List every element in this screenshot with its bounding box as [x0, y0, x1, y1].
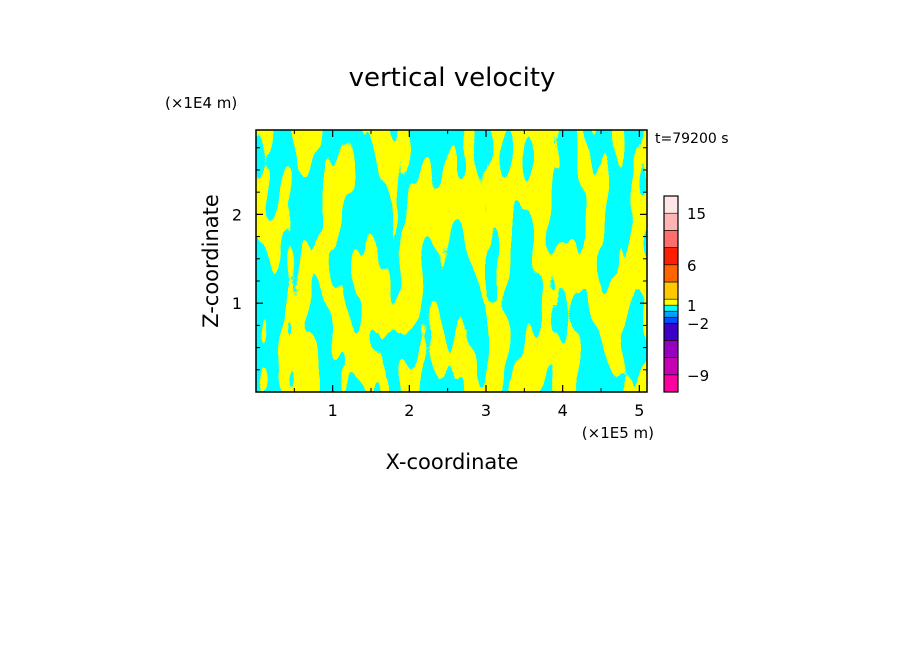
colorbar-swatch — [663, 195, 679, 214]
y-axis-label: Z-coordinate — [199, 194, 223, 328]
time-label: t=79200 s — [655, 131, 729, 147]
colorbar-tick-label: 15 — [687, 205, 706, 223]
colorbar-swatch — [663, 340, 679, 358]
colorbar-swatch — [663, 298, 679, 306]
positive-field — [256, 130, 647, 392]
colorbar-tick-label: −9 — [687, 367, 709, 385]
x-unit-label: (×1E5 m) — [582, 424, 654, 442]
x-tick-label: 3 — [481, 401, 491, 420]
x-tick-label: 4 — [558, 401, 568, 420]
x-axis: 1 2 3 4 5 — [293, 130, 644, 420]
y-unit-label: (×1E4 m) — [165, 94, 237, 112]
colorbar-swatch — [663, 310, 679, 318]
colorbar: 15 6 1−2 −9 — [663, 195, 709, 393]
colorbar-frame — [663, 195, 679, 393]
x-tick-label: 5 — [634, 401, 644, 420]
plot-area — [256, 130, 647, 392]
x-tick-label: 2 — [404, 401, 414, 420]
colorbar-swatch — [663, 212, 679, 231]
colorbar-swatch — [663, 247, 679, 266]
colorbar-swatch — [663, 322, 679, 341]
colorbar-swatch — [663, 281, 679, 300]
x-axis-label: X-coordinate — [386, 450, 519, 474]
colorbar-swatch — [663, 316, 679, 324]
colorbar-swatch — [663, 264, 679, 283]
y-tick-label: 2 — [232, 205, 242, 224]
colorbar-tick-label: −2 — [687, 315, 709, 333]
plot-frame — [255, 129, 648, 393]
x-tick-label: 1 — [328, 401, 338, 420]
y-tick-label: 1 — [232, 294, 242, 313]
colorbar-swatch — [663, 374, 679, 393]
colorbar-swatch — [663, 230, 679, 248]
colorbar-swatch — [663, 304, 679, 312]
colorbar-tick-label: 6 — [687, 257, 697, 275]
chart-title: vertical velocity — [349, 63, 556, 93]
y-axis: 12 — [232, 147, 647, 371]
colorbar-swatch — [663, 357, 679, 376]
colorbar-tick-label: 1 — [687, 297, 697, 315]
